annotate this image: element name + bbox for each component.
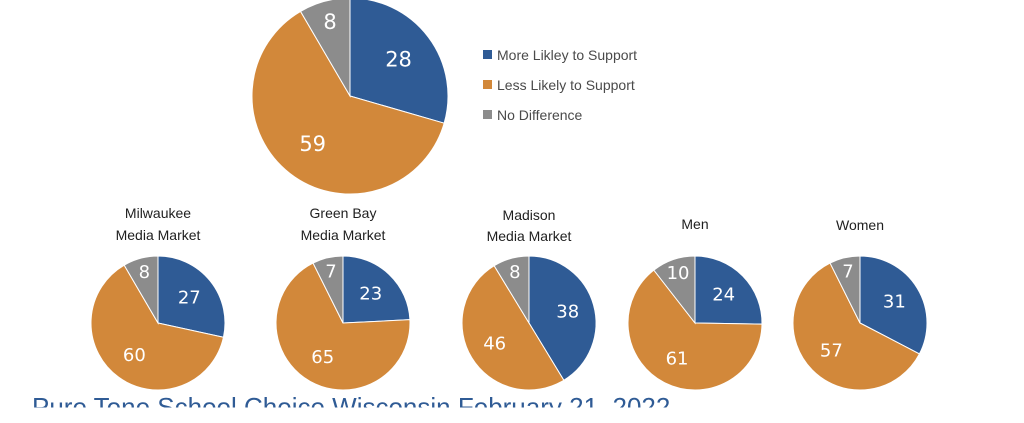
pie-1: 28 59 8 <box>251 0 449 195</box>
slice-no-difference <box>123 255 159 325</box>
slice-less-likely <box>90 264 225 391</box>
data-label: 24 <box>712 284 735 305</box>
slice-no-difference <box>299 0 351 98</box>
legend: More Likley to Support Less Likely to Sup… <box>483 47 637 123</box>
footer-source-text: Pure Tone School Choice Wisconsin Februa… <box>32 392 671 422</box>
pie-title: Milwaukee <box>125 205 191 221</box>
data-label: 10 <box>667 263 690 284</box>
slice-no-difference <box>312 255 344 324</box>
legend-label: No Difference <box>497 107 583 123</box>
data-label: 46 <box>483 333 506 354</box>
pie-chart-figure: 28 59 8 27 60 8 Milwaukee Media Market 23 65 7 Gree… <box>90 0 928 391</box>
slice-less-likely <box>461 265 565 391</box>
data-label: 59 <box>299 132 326 156</box>
pie-title: Women <box>836 217 884 233</box>
data-label: 7 <box>325 262 336 283</box>
slice-less-likely <box>792 262 921 391</box>
data-label: 28 <box>385 47 412 71</box>
slice-less-likely <box>251 10 445 195</box>
pie-title: Media Market <box>301 227 386 243</box>
pie-3: 23 65 7 Green Bay Media Market <box>275 205 411 391</box>
slice-more-likely <box>342 255 411 324</box>
pie-6: 31 57 7 Women <box>792 217 928 391</box>
data-label: 31 <box>883 292 906 313</box>
slice-more-likely <box>694 255 763 325</box>
slice-more-likely <box>859 255 928 355</box>
data-label: 57 <box>820 341 843 362</box>
data-label: 23 <box>359 283 382 304</box>
pie-title: Media Market <box>487 228 572 244</box>
legend-label: Less Likely to Support <box>497 77 635 93</box>
pie-2: 27 60 8 Milwaukee Media Market <box>90 205 226 391</box>
slice-no-difference <box>493 255 530 325</box>
data-label: 7 <box>842 262 853 283</box>
data-label: 65 <box>311 347 334 368</box>
slice-less-likely <box>627 269 763 391</box>
legend-swatch <box>483 110 492 119</box>
legend-label: More Likley to Support <box>497 47 637 63</box>
slice-no-difference <box>829 255 861 324</box>
data-label: 8 <box>139 262 150 283</box>
data-label: 8 <box>509 262 520 283</box>
pie-4: 38 46 8 Madison Media Market <box>461 207 597 391</box>
pie-title: Green Bay <box>310 205 377 221</box>
data-label: 8 <box>323 10 336 34</box>
data-label: 60 <box>123 345 146 366</box>
pie-title: Madison <box>503 207 556 223</box>
slice-no-difference <box>653 255 696 325</box>
data-label: 27 <box>178 287 201 308</box>
slice-more-likely <box>349 0 449 124</box>
pie-5: 24 61 10 Men <box>627 216 763 391</box>
legend-swatch <box>483 50 492 59</box>
slice-more-likely <box>528 255 597 381</box>
data-label: 61 <box>666 348 689 369</box>
data-label: 38 <box>556 302 579 323</box>
slice-less-likely <box>275 262 411 391</box>
slice-more-likely <box>157 255 226 338</box>
legend-swatch <box>483 80 492 89</box>
pie-title: Media Market <box>116 227 201 243</box>
pie-title: Men <box>681 216 708 232</box>
